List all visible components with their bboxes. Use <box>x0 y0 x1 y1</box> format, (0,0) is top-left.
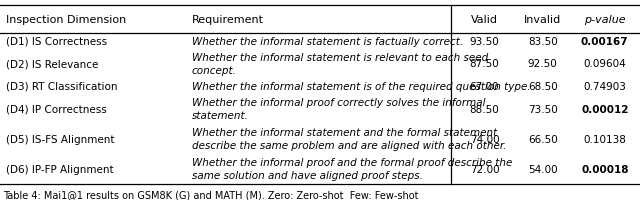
Text: 0.09604: 0.09604 <box>584 59 626 69</box>
Text: Table 4: Mai1@1 results on GSM8K (G) and MATH (M). Zero: Zero-shot  Few: Few-sho: Table 4: Mai1@1 results on GSM8K (G) and… <box>3 189 419 199</box>
Text: 0.00018: 0.00018 <box>581 164 628 174</box>
Text: 54.00: 54.00 <box>528 164 557 174</box>
Text: 72.00: 72.00 <box>470 164 499 174</box>
Text: Valid: Valid <box>471 15 498 25</box>
Text: (D1) IS Correctness: (D1) IS Correctness <box>6 37 108 46</box>
Text: 0.10138: 0.10138 <box>584 134 626 144</box>
Text: (D3) RT Classification: (D3) RT Classification <box>6 82 118 91</box>
Text: Requirement: Requirement <box>192 15 264 25</box>
Text: Whether the informal proof correctly solves the informal: Whether the informal proof correctly sol… <box>192 98 486 108</box>
Text: 92.50: 92.50 <box>528 59 557 69</box>
Text: (D5) IS-FS Alignment: (D5) IS-FS Alignment <box>6 134 115 144</box>
Text: Whether the informal statement is of the required question type.: Whether the informal statement is of the… <box>192 82 531 91</box>
Text: 93.50: 93.50 <box>470 37 499 46</box>
Text: 0.00012: 0.00012 <box>581 104 628 114</box>
Text: (D2) IS Relevance: (D2) IS Relevance <box>6 59 99 69</box>
Text: 74.00: 74.00 <box>470 134 499 144</box>
Text: same solution and have aligned proof steps.: same solution and have aligned proof ste… <box>192 170 423 180</box>
Text: 0.74903: 0.74903 <box>584 82 626 91</box>
Text: Invalid: Invalid <box>524 15 561 25</box>
Text: 66.50: 66.50 <box>528 134 557 144</box>
Text: 87.50: 87.50 <box>470 59 499 69</box>
Text: 68.50: 68.50 <box>528 82 557 91</box>
Text: Whether the informal statement is relevant to each seed: Whether the informal statement is releva… <box>192 53 488 63</box>
Text: 88.50: 88.50 <box>470 104 499 114</box>
Text: statement.: statement. <box>192 110 249 120</box>
Text: Whether the informal statement is factually correct.: Whether the informal statement is factua… <box>192 37 463 46</box>
Text: concept.: concept. <box>192 65 237 75</box>
Text: Whether the informal statement and the formal statement: Whether the informal statement and the f… <box>192 128 497 138</box>
Text: p-value: p-value <box>584 15 626 25</box>
Text: 83.50: 83.50 <box>528 37 557 46</box>
Text: (D4) IP Correctness: (D4) IP Correctness <box>6 104 107 114</box>
Text: Inspection Dimension: Inspection Dimension <box>6 15 127 25</box>
Text: 0.00167: 0.00167 <box>581 37 628 46</box>
Text: describe the same problem and are aligned with each other.: describe the same problem and are aligne… <box>192 140 506 150</box>
Text: Whether the informal proof and the formal proof describe the: Whether the informal proof and the forma… <box>192 158 513 168</box>
Text: (D6) IP-FP Alignment: (D6) IP-FP Alignment <box>6 164 114 174</box>
Text: 67.00: 67.00 <box>470 82 499 91</box>
Text: 73.50: 73.50 <box>528 104 557 114</box>
